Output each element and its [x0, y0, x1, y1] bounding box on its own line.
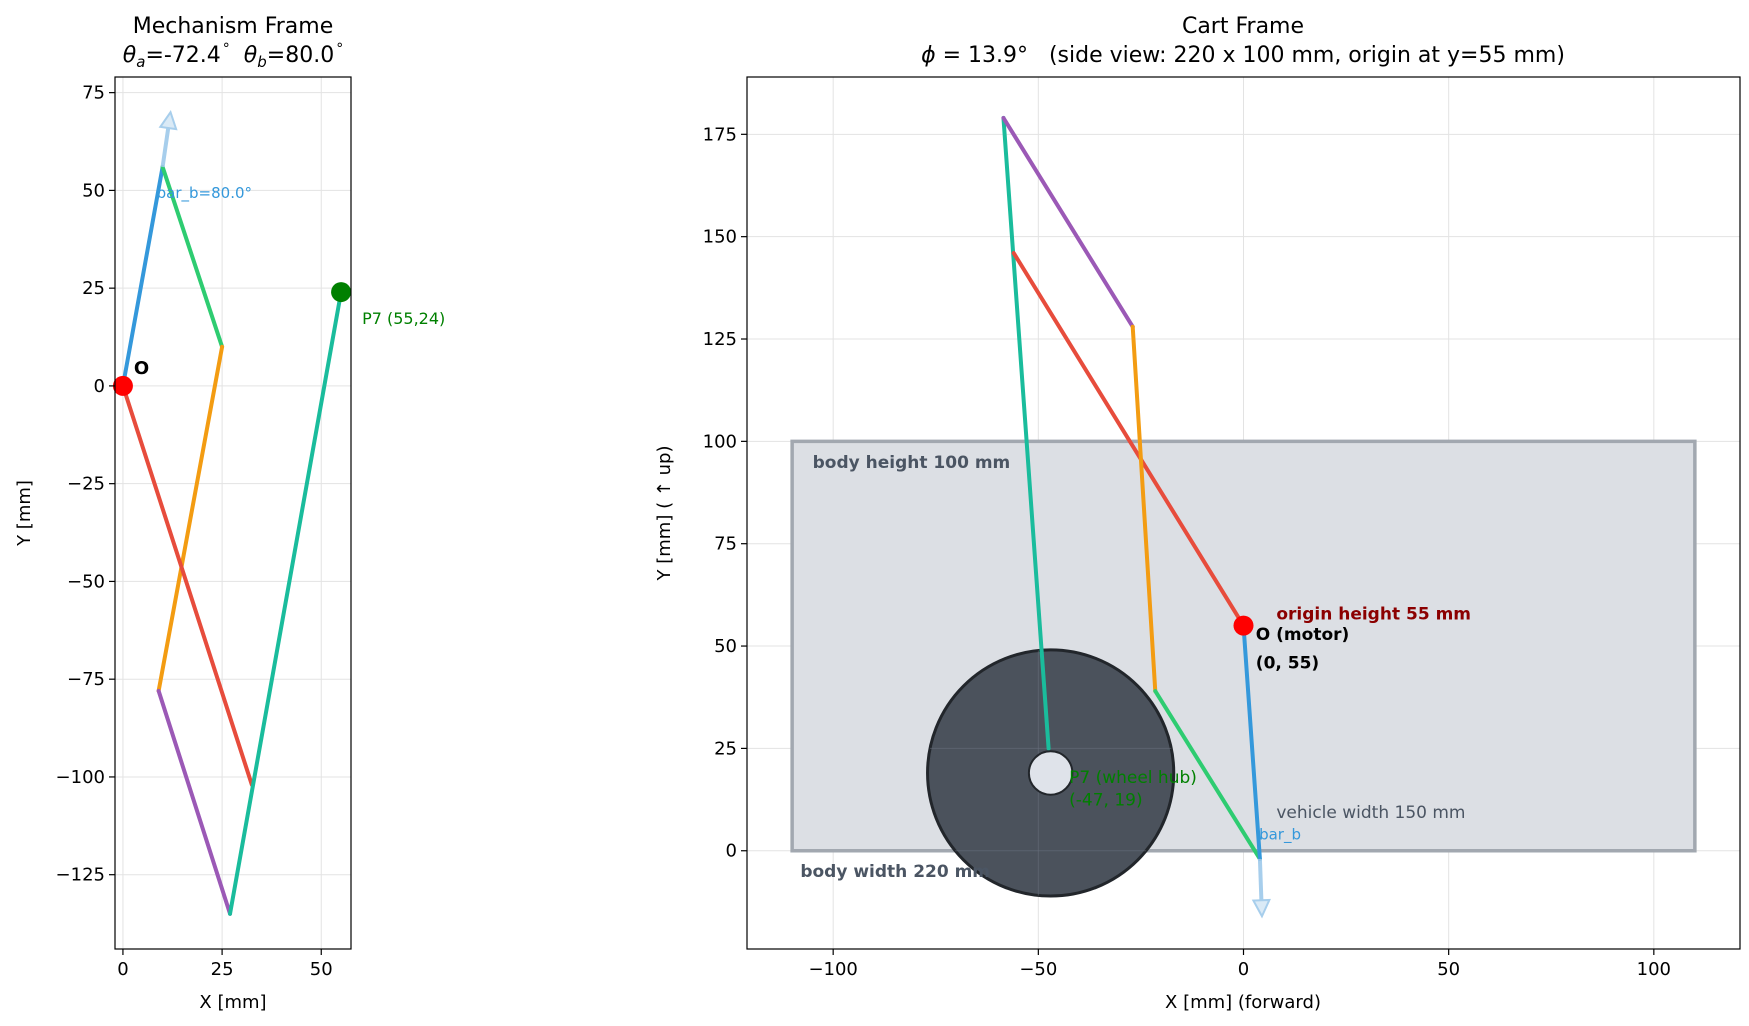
cart-ytick-label-3: 100: [703, 431, 737, 452]
theta-b-degree: °: [336, 41, 343, 57]
cart-subtitle-text: = 13.9° (side view: 220 x 100 mm, origin…: [936, 43, 1565, 68]
p7-hub-coords-label: (-47, 19): [1069, 791, 1142, 811]
mechanism-point-0: [112, 375, 133, 396]
cart-link-4: [1153, 689, 1262, 861]
p7-hub-label: P7 (wheel hub): [1069, 768, 1197, 788]
cart-links: [1001, 115, 1271, 919]
mechanism-ylabel: Y [mm]: [14, 480, 35, 547]
cart-ytick-label-7: 0: [726, 841, 737, 862]
theta-b-value: =80.0: [267, 43, 334, 68]
phi-symbol: ϕ: [921, 43, 936, 68]
origin-coords-label: (0, 55): [1256, 653, 1319, 673]
mechanism-ytick-label-3: 0: [94, 376, 105, 397]
bar-b-label: bar_b=80.0°: [157, 184, 252, 203]
cart-link-3: [1130, 324, 1158, 694]
body-width-label: body width 220 mm: [800, 862, 990, 882]
mechanism-link-0: [120, 164, 165, 388]
cart-xtick-label-1: −50: [1019, 959, 1057, 980]
mechanism-xlabel: X [mm]: [199, 992, 266, 1013]
cart-xlabel: X [mm] (forward): [1165, 992, 1321, 1013]
cart-link-2: [1011, 251, 1246, 628]
cart-xtick-label-2: 0: [1238, 959, 1249, 980]
mechanism-ticks: 0 25 50 75 50 25 0 −25 −50 −75 −100 −125: [56, 83, 333, 980]
cart-ytick-label-0: 175: [703, 124, 737, 145]
mechanism-link-1: [160, 164, 225, 349]
cart-xtick-label-3: 50: [1437, 959, 1460, 980]
cart-ylabel: Y [mm] ( ↑ up): [654, 446, 675, 582]
p7-label: P7 (55,24): [362, 309, 445, 328]
mechanism-grid: [115, 77, 351, 949]
mechanism-xtick-label-0: 0: [117, 959, 128, 980]
mechanism-ytick-label-4: −25: [67, 474, 105, 495]
mechanism-link-3: [156, 688, 233, 916]
origin-height-label: origin height 55 mm: [1276, 604, 1471, 624]
cart-ytick-label-4: 75: [714, 534, 737, 555]
cart-points: [1233, 615, 1254, 636]
mechanism-title: Mechanism Frame: [133, 14, 334, 39]
bar-b-cart-label: bar_b: [1259, 825, 1301, 844]
cart-link-1: [1001, 115, 1135, 329]
mechanism-axes-frame: [114, 76, 352, 950]
mechanism-link-5: [228, 290, 344, 916]
mechanism-ytick-label-8: −125: [56, 865, 105, 886]
mechanism-bar-b-arrow: [158, 109, 178, 168]
cart-bar-b-arrow: [1251, 858, 1271, 919]
mechanism-ytick-label-2: 25: [82, 278, 105, 299]
vehicle-width-label: vehicle width 150 mm: [1276, 803, 1465, 823]
cart-point-0: [1233, 615, 1254, 636]
theta-b-subscript: b: [257, 53, 267, 71]
cart-ytick-label-2: 125: [703, 329, 737, 350]
mechanism-ytick-label-7: −100: [56, 767, 105, 788]
mechanism-ytick-label-1: 50: [82, 180, 105, 201]
mechanism-ytick-label-5: −50: [67, 571, 105, 592]
mechanism-ytick-label-0: 75: [82, 83, 105, 104]
mechanism-subtitle: θa=-72.4 ° θb=80.0 °: [123, 41, 343, 71]
mechanism-links: [120, 109, 344, 916]
cart-xtick-label-4: 100: [1637, 959, 1671, 980]
cart-title: Cart Frame: [1182, 14, 1304, 39]
mechanism-points: [112, 282, 352, 396]
theta-a-value: =-72.4: [145, 43, 220, 68]
cart-ytick-label-5: 50: [714, 636, 737, 657]
origin-motor-label: O (motor): [1256, 625, 1350, 645]
mechanism-ytick-label-6: −75: [67, 669, 105, 690]
cart-xtick-label-0: −100: [808, 959, 857, 980]
origin-label: O: [134, 358, 149, 379]
cart-frame-panel: Cart Frame ϕ = 13.9° (side view: 220 x 1…: [654, 14, 1741, 1013]
theta-a-degree: °: [223, 41, 230, 57]
cart-subtitle: ϕ = 13.9° (side view: 220 x 100 mm, orig…: [921, 43, 1565, 68]
mechanism-frame-panel: Mechanism Frame θa=-72.4 ° θb=80.0 ° O P7 (…: [14, 14, 445, 1013]
theta-a-subscript: a: [136, 53, 145, 71]
cart-link-0: [1001, 115, 1051, 751]
cart-ticks: −100 −50 0 50 100 175 150 125 100 75 50 25 0: [703, 124, 1671, 980]
mechanism-xtick-label-1: 25: [211, 959, 234, 980]
mechanism-link-2: [156, 344, 225, 693]
wheel-hub: [1027, 750, 1074, 796]
mechanism-xtick-label-2: 50: [310, 959, 333, 980]
mechanism-point-1: [331, 282, 352, 303]
cart-ytick-label-1: 150: [703, 227, 737, 248]
cart-ytick-label-6: 25: [714, 738, 737, 759]
cart-link-5: [1241, 623, 1262, 861]
mechanism-link-4: [120, 383, 254, 787]
body-height-label: body height 100 mm: [813, 453, 1011, 473]
